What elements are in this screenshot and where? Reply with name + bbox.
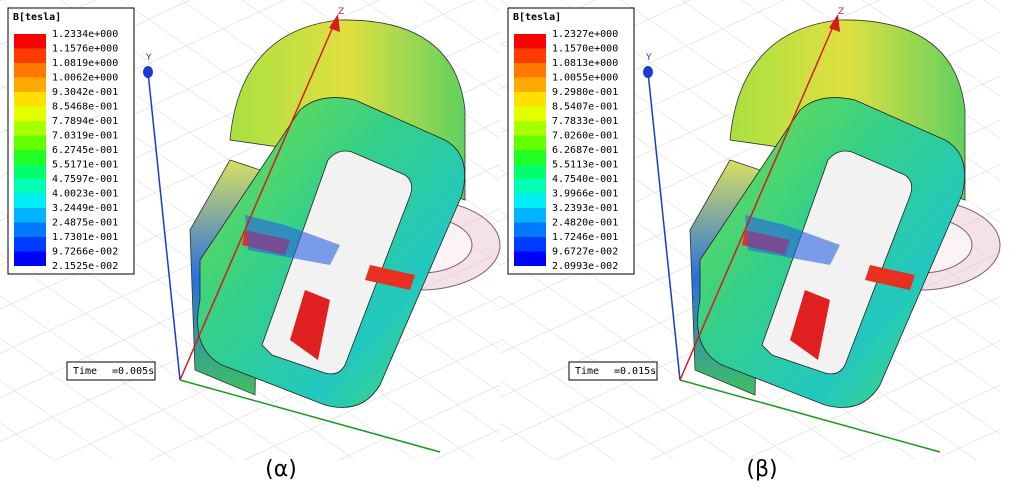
legend-label: 1.0813e+000 bbox=[552, 58, 618, 69]
legend-label: 1.0055e+000 bbox=[552, 73, 618, 84]
legend-swatch bbox=[14, 135, 46, 150]
legend-label: 8.5407e-001 bbox=[552, 102, 618, 113]
legend-swatch bbox=[514, 164, 546, 179]
legend-label: 7.0319e-001 bbox=[52, 131, 118, 142]
legend-swatch bbox=[14, 164, 46, 179]
legend-swatch bbox=[514, 150, 546, 165]
legend-swatch bbox=[14, 179, 46, 194]
legend-label: 1.7301e-001 bbox=[52, 232, 118, 243]
legend-swatch bbox=[14, 63, 46, 78]
caption: (α) bbox=[265, 457, 297, 482]
legend-swatch bbox=[14, 92, 46, 107]
legend-label: 3.2449e-001 bbox=[52, 203, 118, 214]
legend-swatch bbox=[14, 34, 46, 49]
caption: (β) bbox=[746, 457, 777, 482]
legend-swatch bbox=[514, 208, 546, 223]
legend-swatch bbox=[514, 77, 546, 92]
legend-title: B[tesla] bbox=[513, 12, 561, 23]
axis-label: Y bbox=[645, 53, 652, 63]
legend-swatch bbox=[514, 48, 546, 63]
legend-label: 5.5113e-001 bbox=[552, 160, 618, 171]
legend-label: 9.2980e-001 bbox=[552, 87, 618, 98]
legend-label: 7.7894e-001 bbox=[52, 116, 118, 127]
time-box bbox=[66, 361, 156, 381]
legend-label: 9.7266e-002 bbox=[52, 247, 118, 258]
legend-label: 6.2745e-001 bbox=[52, 145, 118, 156]
legend-swatch bbox=[14, 193, 46, 208]
legend-label: 6.2687e-001 bbox=[552, 145, 618, 156]
legend-label: 3.9966e-001 bbox=[552, 189, 618, 200]
legend-swatch bbox=[514, 179, 546, 194]
legend-swatch bbox=[514, 251, 546, 266]
legend-swatch bbox=[514, 237, 546, 252]
legend-label: 9.3042e-001 bbox=[52, 87, 118, 98]
time-value: =0.015s bbox=[614, 366, 656, 377]
legend-label: 3.2393e-001 bbox=[552, 203, 618, 214]
legend-swatch bbox=[514, 34, 546, 49]
time-label: Time bbox=[575, 366, 599, 377]
axis-label: Z bbox=[338, 7, 344, 17]
legend-swatch bbox=[514, 193, 546, 208]
time-label: Time bbox=[73, 366, 97, 377]
legend-label: 1.0062e+000 bbox=[52, 73, 118, 84]
legend-swatch bbox=[14, 121, 46, 136]
legend-label: 2.4820e-001 bbox=[552, 218, 618, 229]
legend-title: B[tesla] bbox=[13, 12, 61, 23]
legend-swatch bbox=[14, 106, 46, 121]
time-value: =0.005s bbox=[112, 366, 154, 377]
legend-label: 1.0819e+000 bbox=[52, 58, 118, 69]
legend-swatch bbox=[514, 135, 546, 150]
legend-label: 1.2334e+000 bbox=[52, 29, 118, 40]
legend-label: 9.6727e-002 bbox=[552, 247, 618, 258]
legend-label: 4.7540e-001 bbox=[552, 174, 618, 185]
legend-label: 7.7833e-001 bbox=[552, 116, 618, 127]
panel: Y Z Time =0.015s (β) B[tesla] 1.2327e+000… bbox=[499, 0, 1001, 482]
legend-swatch bbox=[514, 222, 546, 237]
panel: Y Z Time =0.005s (α) B[tesla] 1.2334e+000… bbox=[0, 0, 501, 482]
legend-swatch bbox=[14, 251, 46, 266]
legend-swatch bbox=[14, 237, 46, 252]
legend-swatch bbox=[14, 208, 46, 223]
legend-label: 1.7246e-001 bbox=[552, 232, 618, 243]
legend-swatch bbox=[14, 222, 46, 237]
legend-label: 4.0023e-001 bbox=[52, 189, 118, 200]
legend-label: 5.5171e-001 bbox=[52, 160, 118, 171]
legend-label: 1.1570e+000 bbox=[552, 44, 618, 55]
legend-label: 2.4875e-001 bbox=[52, 218, 118, 229]
legend-label: 1.2327e+000 bbox=[552, 29, 618, 40]
legend-swatch bbox=[14, 77, 46, 92]
legend-swatch bbox=[14, 48, 46, 63]
time-box bbox=[568, 361, 658, 381]
legend-swatch bbox=[14, 150, 46, 165]
legend-label: 7.0260e-001 bbox=[552, 131, 618, 142]
axis-label: Y bbox=[145, 53, 152, 63]
legend-swatch bbox=[514, 106, 546, 121]
legend-label: 2.1525e-002 bbox=[52, 261, 118, 272]
legend-swatch bbox=[514, 63, 546, 78]
legend-label: 2.0993e-002 bbox=[552, 261, 618, 272]
legend-label: 4.7597e-001 bbox=[52, 174, 118, 185]
legend-label: 1.1576e+000 bbox=[52, 44, 118, 55]
axis-label: Z bbox=[838, 7, 844, 17]
legend-swatch bbox=[514, 121, 546, 136]
legend-label: 8.5468e-001 bbox=[52, 102, 118, 113]
legend-swatch bbox=[514, 92, 546, 107]
